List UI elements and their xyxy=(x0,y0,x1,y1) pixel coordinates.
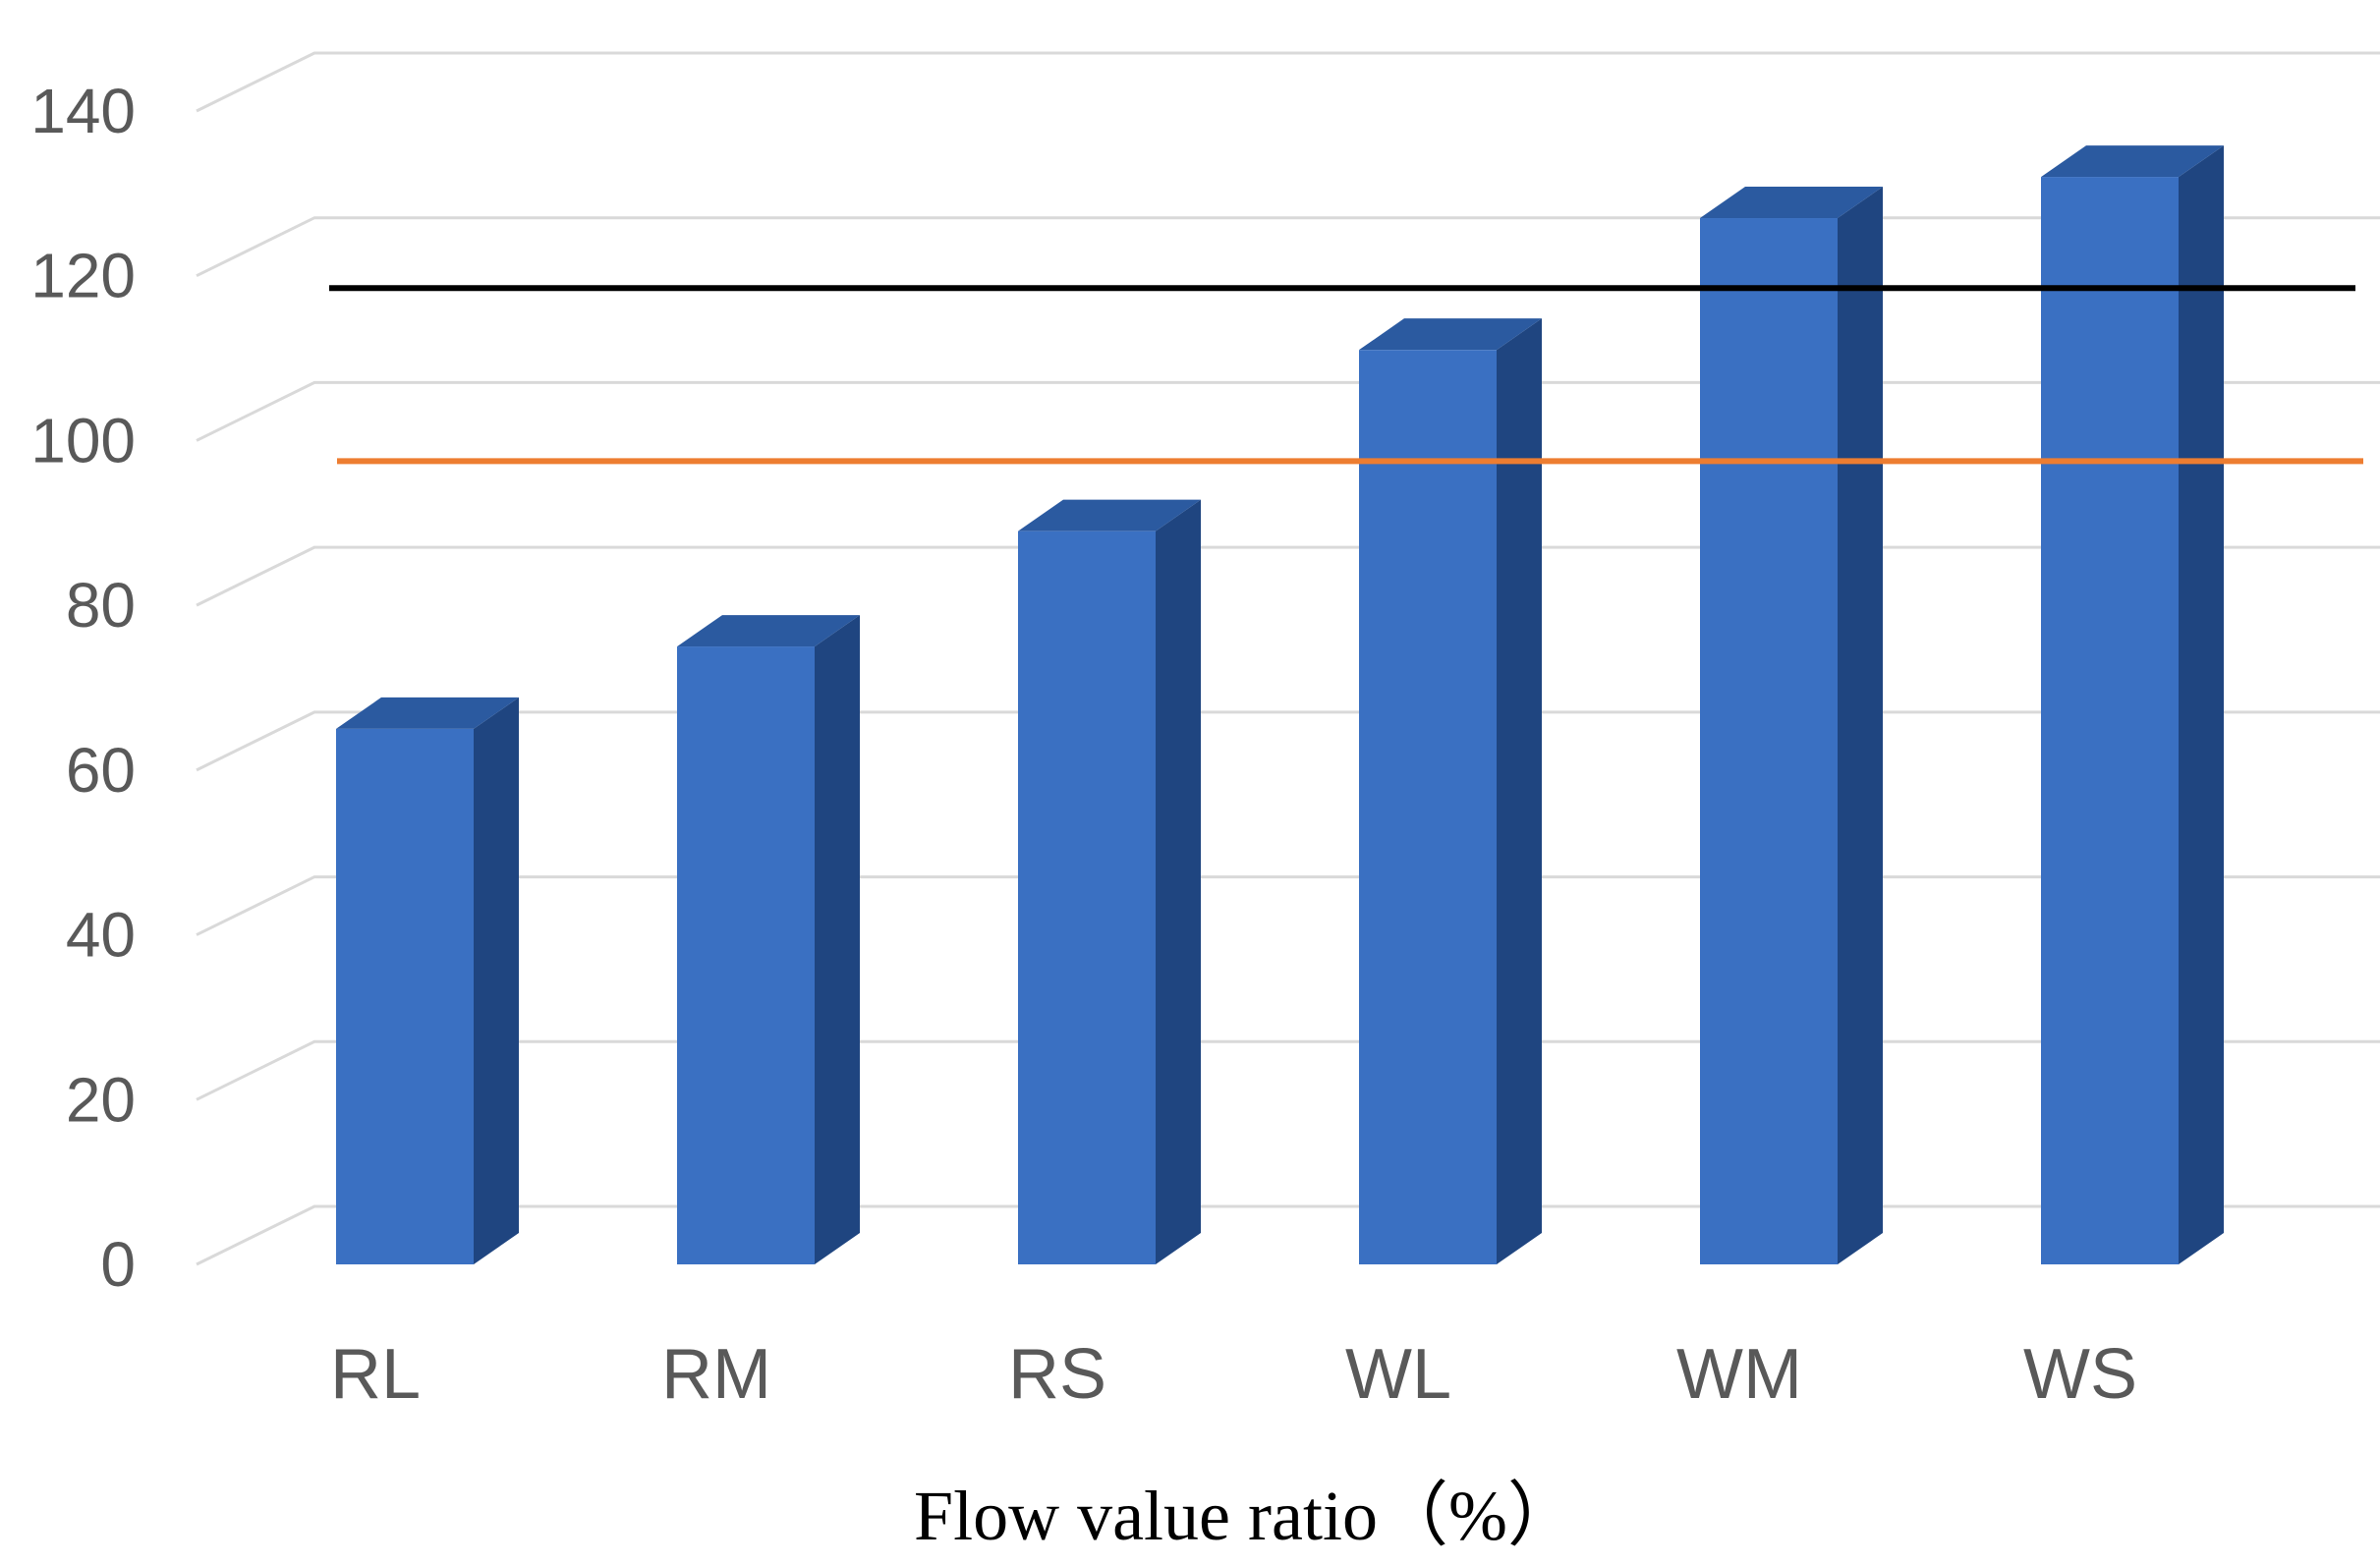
gridline xyxy=(196,545,2380,607)
x-axis-title: Flow value ratio（%） xyxy=(914,1477,1578,1555)
bar-top xyxy=(2041,145,2224,178)
gridline xyxy=(196,1204,2380,1266)
bar-top xyxy=(1700,187,1883,219)
y-tick-label: 100 xyxy=(30,405,136,475)
y-tick-label: 0 xyxy=(100,1229,136,1300)
bar-front xyxy=(1018,531,1156,1264)
gridline xyxy=(196,710,2380,772)
gridline xyxy=(196,875,2380,936)
x-category-label: RS xyxy=(1008,1335,1106,1414)
y-tick-label: 140 xyxy=(30,76,136,146)
y-tick-labels: 0 20 40 60 80 100 120 140 xyxy=(30,76,136,1300)
bar xyxy=(1700,187,1883,1264)
bar-side xyxy=(815,615,860,1264)
y-tick-label: 60 xyxy=(66,735,136,806)
y-tick-label: 40 xyxy=(66,900,136,971)
bar xyxy=(1018,499,1201,1265)
gridline xyxy=(196,380,2380,442)
bar-side xyxy=(2179,145,2224,1265)
x-category-label: RL xyxy=(330,1335,421,1414)
bar xyxy=(1359,318,1542,1265)
bar-front xyxy=(677,646,815,1264)
x-category-label: WM xyxy=(1676,1335,1802,1414)
bar xyxy=(336,697,519,1264)
bar xyxy=(2041,145,2224,1265)
x-category-labels: RL RM RS WL WM WS xyxy=(330,1335,2137,1414)
x-category-label: WL xyxy=(1345,1335,1451,1414)
reference-lines xyxy=(329,285,2363,465)
gridline xyxy=(196,51,2380,113)
bar-front xyxy=(336,728,474,1264)
bar-side xyxy=(1838,187,1883,1264)
x-category-label: WS xyxy=(2023,1335,2137,1414)
bar-front xyxy=(1359,350,1497,1265)
bar-front xyxy=(1700,218,1838,1264)
bar-side xyxy=(474,697,519,1264)
y-tick-label: 120 xyxy=(30,241,136,311)
gridline xyxy=(196,1039,2380,1101)
bar-side xyxy=(1497,318,1542,1265)
gridlines xyxy=(196,51,2380,1266)
bar-front xyxy=(2041,177,2179,1265)
y-tick-label: 80 xyxy=(66,570,136,641)
x-category-label: RM xyxy=(661,1335,771,1414)
gridline xyxy=(196,216,2380,278)
bar xyxy=(677,615,860,1264)
bar-top xyxy=(1018,499,1201,531)
bar-side xyxy=(1156,499,1201,1265)
y-tick-label: 20 xyxy=(66,1064,136,1135)
bars xyxy=(336,145,2224,1265)
bar-top xyxy=(1359,318,1542,351)
bar-top xyxy=(336,697,519,729)
bar-top xyxy=(677,615,860,647)
